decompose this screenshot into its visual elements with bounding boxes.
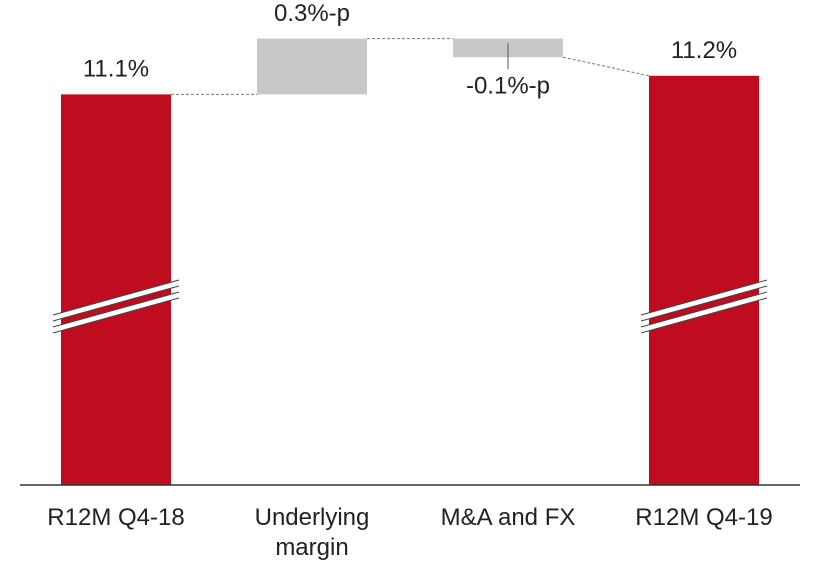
- axis-break: [52, 280, 180, 321]
- x-tick-label: R12M Q4-19: [635, 504, 773, 531]
- value-label: 11.1%: [83, 56, 149, 83]
- axis-break-edge: [640, 297, 768, 334]
- axis-break-edge: [52, 297, 180, 334]
- x-tick-label: M&A and FX: [440, 504, 576, 531]
- axis-break-edge: [52, 285, 180, 322]
- x-tick-label: R12M Q4-18: [47, 504, 185, 531]
- axis-break-edge: [640, 285, 768, 322]
- bar: [649, 75, 759, 486]
- axis-break-edge: [640, 279, 768, 316]
- bar: [257, 38, 367, 95]
- axis-break: [640, 280, 768, 321]
- axis-break: [640, 292, 768, 333]
- value-label: -0.1%-p: [466, 73, 550, 100]
- connector: [562, 56, 650, 77]
- value-label: 11.2%: [671, 37, 737, 64]
- value-label: 0.3%-p: [274, 0, 350, 27]
- axis-break-edge: [640, 291, 768, 328]
- axis-break-edge: [52, 291, 180, 328]
- axis-break: [52, 292, 180, 333]
- x-tick-label: Underlying margin: [254, 504, 370, 561]
- axis-break-edge: [52, 279, 180, 316]
